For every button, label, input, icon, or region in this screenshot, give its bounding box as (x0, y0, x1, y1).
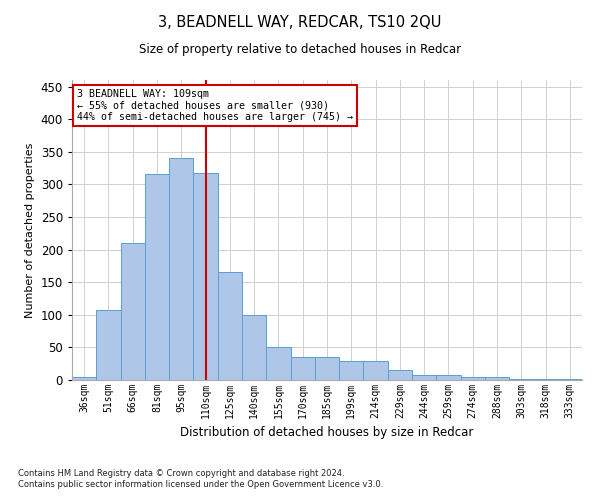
Text: Size of property relative to detached houses in Redcar: Size of property relative to detached ho… (139, 42, 461, 56)
Bar (290, 357, 315, 380)
Bar (169, 158, 193, 380)
Bar (412, 375, 436, 380)
Text: Contains HM Land Registry data © Crown copyright and database right 2024.: Contains HM Land Registry data © Crown c… (18, 468, 344, 477)
Bar (315, 357, 339, 380)
Bar (485, 376, 509, 380)
Y-axis label: Number of detached properties: Number of detached properties (25, 142, 35, 318)
Bar (72, 376, 96, 380)
Bar (364, 361, 388, 380)
Bar (388, 370, 412, 380)
X-axis label: Distribution of detached houses by size in Redcar: Distribution of detached houses by size … (181, 426, 473, 440)
Bar (242, 316, 266, 380)
Bar (193, 172, 218, 380)
Bar (121, 243, 145, 380)
Bar (266, 348, 290, 380)
Bar (218, 272, 242, 380)
Bar (461, 376, 485, 380)
Bar (145, 174, 169, 380)
Bar (436, 375, 461, 380)
Bar (96, 310, 121, 380)
Text: 3 BEADNELL WAY: 109sqm
← 55% of detached houses are smaller (930)
44% of semi-de: 3 BEADNELL WAY: 109sqm ← 55% of detached… (77, 89, 353, 122)
Text: Contains public sector information licensed under the Open Government Licence v3: Contains public sector information licen… (18, 480, 383, 489)
Bar (339, 361, 364, 380)
Bar (509, 378, 533, 380)
Text: 3, BEADNELL WAY, REDCAR, TS10 2QU: 3, BEADNELL WAY, REDCAR, TS10 2QU (158, 15, 442, 30)
